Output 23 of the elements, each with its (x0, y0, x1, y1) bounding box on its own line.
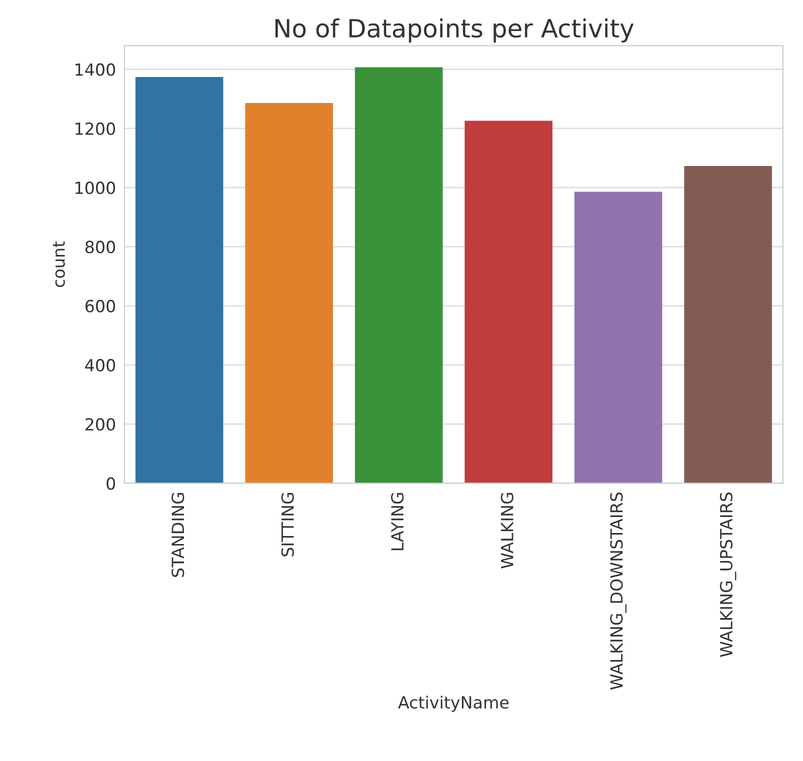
bar (354, 67, 443, 484)
y-axis-title: count (52, 241, 65, 288)
x-tick-label: WALKING (500, 492, 514, 568)
y-tick-label: 200 (86, 418, 116, 431)
bar (684, 166, 772, 484)
x-tick-label: SITTING (281, 492, 294, 556)
bar (245, 103, 333, 484)
chart-title: No of Datapoints per Activity (275, 18, 634, 43)
bar (464, 120, 552, 484)
y-tick-label: 1200 (76, 122, 116, 136)
y-tick-label: 600 (85, 300, 116, 312)
x-tick-label: WALKING_DOWNSTAIRS (610, 492, 626, 690)
x-tick-label: LAYING (391, 492, 404, 550)
x-tick-label: STANDING (172, 492, 184, 577)
y-tick-label: 800 (85, 240, 116, 254)
y-tick-label: 0 (106, 477, 116, 490)
x-axis-title: ActivityName (398, 696, 509, 712)
y-tick-label: 1000 (76, 182, 116, 194)
y-tick-label: 1400 (76, 63, 116, 76)
bar (574, 192, 662, 484)
bar (135, 77, 224, 484)
x-tick-label: WALKING_UPSTAIRS (720, 492, 736, 658)
y-tick-label: 400 (85, 358, 116, 372)
